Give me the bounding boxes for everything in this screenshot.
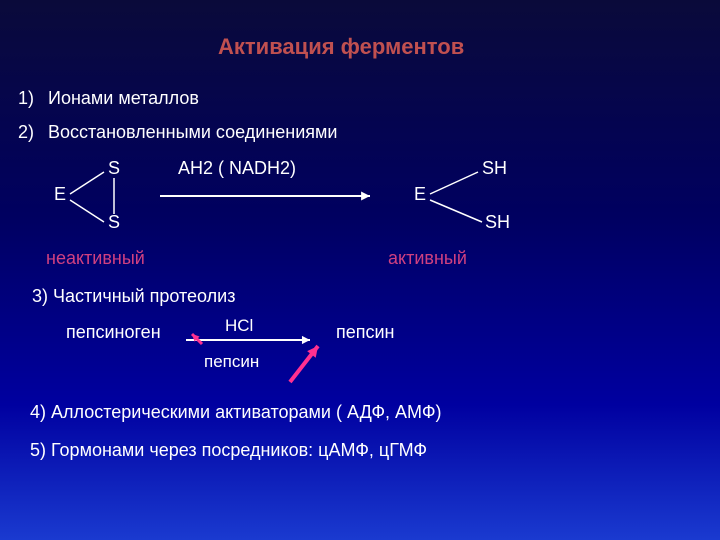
vector-layer: [0, 0, 720, 540]
slide: { "title": {"text":"Активация ферментов"…: [0, 0, 720, 540]
